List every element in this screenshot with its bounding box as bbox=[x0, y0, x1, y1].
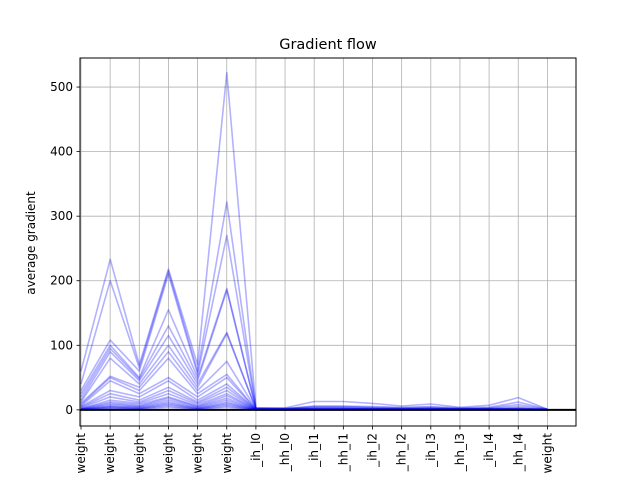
plot-frame bbox=[79, 57, 577, 427]
gradient-series-line bbox=[80, 234, 548, 410]
x-tick-label: _hh_l2 bbox=[395, 433, 409, 472]
grid-layer bbox=[80, 58, 576, 426]
x-tick-label: weight bbox=[191, 433, 205, 474]
x-tick-label: _ih_l1 bbox=[307, 433, 321, 468]
y-tick-label: 500 bbox=[50, 80, 73, 94]
gradient-series-line bbox=[80, 201, 548, 410]
x-tick-label: _hh_l4 bbox=[511, 433, 525, 472]
series-lines bbox=[80, 72, 576, 411]
gradient-series-line bbox=[80, 72, 548, 410]
axis-ticks: weight weight weight weight weight weight _ih_… bbox=[50, 80, 554, 473]
y-tick-label: 200 bbox=[50, 274, 73, 288]
x-tick-label: _hh_l1 bbox=[336, 433, 350, 472]
x-tick-label: _ih_l4 bbox=[482, 433, 496, 468]
x-tick-label: weight bbox=[103, 433, 117, 474]
x-tick-label: weight bbox=[132, 433, 146, 474]
y-axis-label: average gradient bbox=[24, 191, 38, 295]
x-tick-label: _hh_l0 bbox=[278, 433, 292, 472]
y-tick-label: 300 bbox=[50, 209, 73, 223]
x-tick-label: _ih_l3 bbox=[424, 433, 438, 468]
gradient-series-line bbox=[80, 287, 548, 411]
x-tick-label: _ih_l0 bbox=[249, 433, 263, 468]
x-tick-label: _ih_l2 bbox=[366, 433, 380, 468]
x-tick-label: weight bbox=[540, 433, 554, 474]
x-tick-label: weight bbox=[161, 433, 175, 474]
x-tick-label: weight bbox=[220, 433, 234, 474]
x-tick-label: weight bbox=[74, 433, 88, 474]
y-tick-label: 400 bbox=[50, 145, 73, 159]
y-tick-label: 0 bbox=[65, 403, 73, 417]
chart-title: Gradient flow bbox=[279, 37, 377, 53]
x-tick-label: _hh_l3 bbox=[453, 433, 467, 472]
y-tick-label: 100 bbox=[50, 338, 73, 352]
